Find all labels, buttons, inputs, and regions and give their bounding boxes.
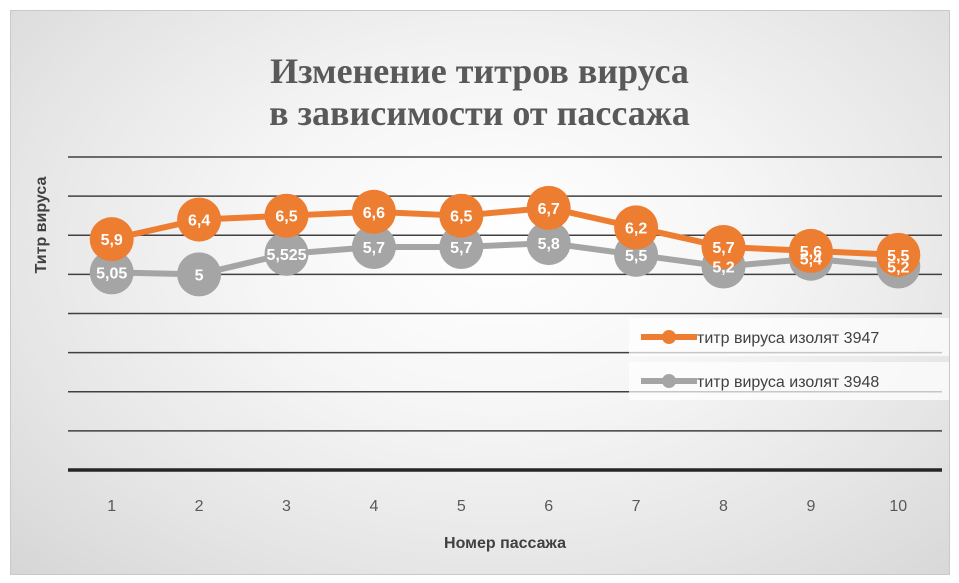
data-label: 5,4 [800,252,822,269]
data-label: 6,7 [538,201,560,218]
data-point [876,232,921,277]
series-line [108,204,902,258]
data-label: 5,8 [538,236,560,253]
x-tick-label: 3 [282,498,291,515]
data-point [264,231,309,276]
legend-label: титр вируса изолят 3948 [697,374,879,391]
chart-area [10,10,950,575]
data-label: 5,9 [101,232,123,249]
data-point [614,205,659,250]
data-point [439,193,484,238]
chart-title-line-2: в зависимости от пассажа [269,93,690,133]
series-group [89,185,921,297]
data-label: 5,6 [800,244,822,261]
data-labels: 5,05 55,525 5,7 5,7 5,85,55,2 5,4 5,25,96,4 6,5… [96,201,909,285]
data-label: 6,6 [363,205,385,222]
data-point [177,252,222,297]
chart-title-line-1: Изменение титров вируса [270,51,689,91]
chart-title: Изменение титров вируса в зависимости от… [0,50,959,134]
x-tick-label: 7 [632,498,641,515]
x-tick-label: 9 [806,498,815,515]
legend-marker [662,330,676,344]
data-label: 6,2 [625,220,647,237]
data-label: 5,5 [887,248,909,265]
x-tick-label: 6 [544,498,553,515]
data-label: 6,5 [275,209,297,226]
x-tick-label: 2 [195,498,204,515]
data-point [264,193,309,238]
data-point [439,224,484,269]
data-point [351,189,396,234]
data-label: 5,525 [266,247,306,264]
x-tick-label: 1 [107,498,116,515]
data-label: 6,4 [188,213,210,230]
data-label: 5,7 [363,240,385,257]
data-label: 5,2 [712,260,734,277]
data-label: 5,2 [887,260,909,277]
x-tick-label: 5 [457,498,466,515]
data-point [89,217,134,262]
x-axis-title: Номер пассажа [444,535,566,552]
data-point [701,224,746,269]
data-label: 5 [195,267,204,284]
y-axis-title: Титр вируса [33,177,50,274]
data-point [89,250,134,295]
data-label: 5,7 [712,240,734,257]
legend: титр вируса изолят 3947 титр вируса изоля… [629,318,949,400]
data-point [526,221,571,266]
x-tick-label: 8 [719,498,728,515]
series-line [108,240,902,278]
data-label: 5,05 [96,265,127,282]
data-label: 5,7 [450,240,472,257]
data-point [177,197,222,242]
data-point [526,185,571,230]
legend-label: титр вируса изолят 3947 [697,330,879,347]
legend-marker [662,374,676,388]
data-point [788,228,833,273]
data-label: 5,5 [625,248,647,265]
x-axis-ticks: 1 2 3 4 5 6 7 8 9 10 [107,498,907,515]
data-point [351,224,396,269]
x-tick-label: 4 [369,498,378,515]
data-label: 6,5 [450,209,472,226]
x-tick-label: 10 [889,498,907,515]
